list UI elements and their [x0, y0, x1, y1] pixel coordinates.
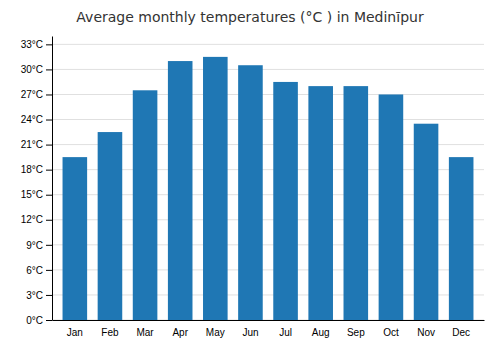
- grid: [52, 44, 484, 320]
- y-tick: 12°C: [21, 214, 52, 225]
- y-tick-label: 3°C: [26, 290, 43, 301]
- bar: [203, 57, 228, 320]
- y-tick: 33°C: [21, 39, 52, 50]
- x-tick: Feb: [101, 327, 119, 338]
- x-tick: Jun: [242, 327, 258, 338]
- y-tick: 0°C: [26, 315, 52, 326]
- y-tick: 21°C: [21, 139, 52, 150]
- x-tick-label: Jul: [279, 327, 292, 338]
- x-tick-label: May: [206, 327, 225, 338]
- y-tick: 24°C: [21, 114, 52, 125]
- y-tick-mark: [46, 44, 52, 45]
- y-tick-mark: [46, 145, 52, 146]
- y-tick: 6°C: [26, 265, 52, 276]
- y-tick: 27°C: [21, 89, 52, 100]
- x-tick-label: Jun: [242, 327, 258, 338]
- bar: [273, 82, 298, 320]
- y-tick-mark: [46, 94, 52, 95]
- bar: [379, 94, 404, 320]
- chart-container: Average monthly temperatures (°C ) in Me…: [0, 0, 500, 350]
- plot-area: 0°C 3°C 6°C 9°C 12°C 15°C 18°C 21°C 24°C 27°C 30°C…: [21, 37, 485, 339]
- bar: [308, 86, 333, 320]
- x-tick-label: Feb: [101, 327, 119, 338]
- grid-line: [52, 69, 484, 70]
- x-tick: Nov: [417, 327, 435, 338]
- y-tick-label: 24°C: [21, 114, 43, 125]
- x-tick-label: Oct: [383, 327, 399, 338]
- bar: [414, 124, 439, 320]
- x-tick: Dec: [452, 327, 470, 338]
- y-tick-label: 33°C: [21, 39, 43, 50]
- bar: [238, 65, 263, 320]
- grid-line: [52, 119, 484, 120]
- y-tick-mark: [46, 195, 52, 196]
- x-tick: Mar: [136, 327, 154, 338]
- y-tick-mark: [46, 320, 52, 321]
- y-tick-mark: [46, 170, 52, 171]
- y-tick-label: 12°C: [21, 214, 43, 225]
- x-tick-label: Mar: [136, 327, 154, 338]
- x-tick-label: Aug: [312, 327, 330, 338]
- y-tick-label: 18°C: [21, 164, 43, 175]
- y-tick-label: 9°C: [26, 240, 43, 251]
- x-tick: Aug: [312, 327, 330, 338]
- y-tick: 3°C: [26, 290, 52, 301]
- x-tick-label: Dec: [452, 327, 470, 338]
- grid-line: [52, 44, 484, 45]
- y-tick-mark: [46, 69, 52, 70]
- x-axis: Jan Feb Mar Apr May Jun Jul Aug Sep Oct Nov Dec: [53, 321, 485, 339]
- bar: [63, 157, 88, 320]
- y-tick-mark: [46, 120, 52, 121]
- bar: [449, 157, 474, 320]
- x-tick: Jul: [279, 327, 292, 338]
- y-tick: 15°C: [21, 189, 52, 200]
- x-tick-label: Apr: [172, 327, 188, 338]
- y-tick-label: 15°C: [21, 189, 43, 200]
- x-tick: Jan: [67, 327, 83, 338]
- bar: [344, 86, 369, 320]
- x-tick: Oct: [383, 327, 399, 338]
- grid-line: [52, 94, 484, 95]
- bar: [98, 132, 123, 320]
- bars: [63, 57, 474, 320]
- y-tick-label: 0°C: [26, 315, 43, 326]
- x-tick: May: [206, 327, 225, 338]
- y-tick-label: 27°C: [21, 89, 43, 100]
- chart-title: Average monthly temperatures (°C ) in Me…: [76, 9, 424, 25]
- y-tick-mark: [46, 270, 52, 271]
- y-tick: 9°C: [26, 240, 52, 251]
- y-axis-line: [52, 37, 53, 321]
- x-tick: Apr: [172, 327, 188, 338]
- y-tick-label: 6°C: [26, 265, 43, 276]
- chart-svg: Average monthly temperatures (°C ) in Me…: [0, 0, 500, 350]
- bar: [133, 90, 158, 320]
- y-axis: 0°C 3°C 6°C 9°C 12°C 15°C 18°C 21°C 24°C 27°C 30°C…: [21, 37, 53, 326]
- y-tick-label: 21°C: [21, 139, 43, 150]
- y-tick-label: 30°C: [21, 64, 43, 75]
- x-tick-label: Jan: [67, 327, 83, 338]
- x-axis-line: [53, 320, 485, 321]
- y-tick-mark: [46, 245, 52, 246]
- bar: [168, 61, 193, 320]
- y-tick: 30°C: [21, 64, 52, 75]
- x-tick: Sep: [347, 327, 365, 338]
- x-tick-label: Nov: [417, 327, 435, 338]
- y-tick-mark: [46, 220, 52, 221]
- y-tick-mark: [46, 295, 52, 296]
- y-tick: 18°C: [21, 164, 52, 175]
- x-tick-label: Sep: [347, 327, 365, 338]
